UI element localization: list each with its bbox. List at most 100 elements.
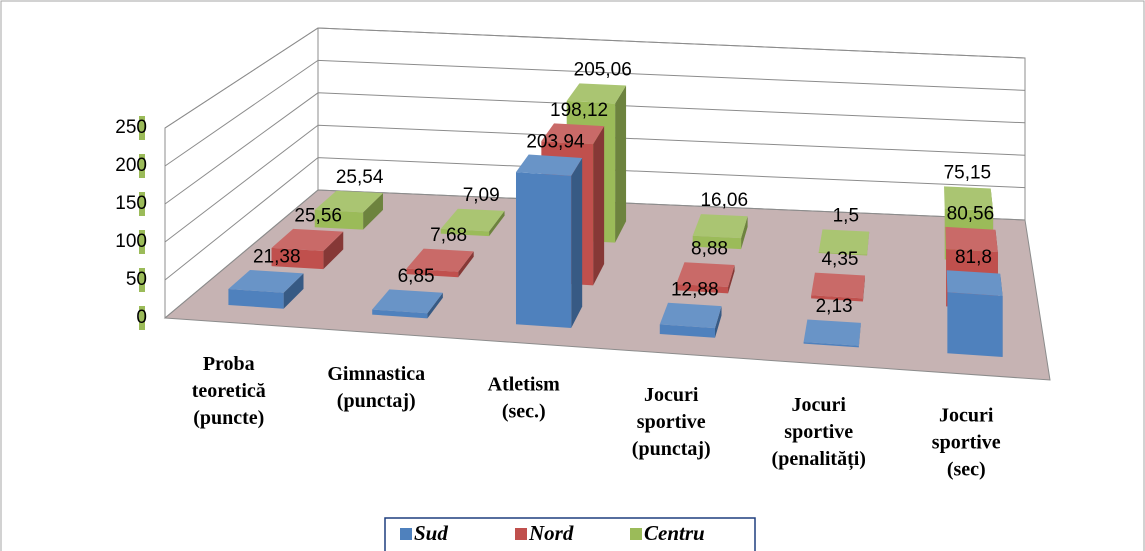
bar-front: [811, 295, 863, 302]
y-tick-decor: [139, 268, 145, 292]
data-label: 7,09: [463, 185, 500, 206]
data-label: 7,68: [430, 225, 467, 246]
data-label: 1,5: [833, 206, 859, 227]
y-tick-label: 250: [115, 117, 147, 138]
data-label: 12,88: [671, 279, 719, 300]
bar-front: [818, 252, 868, 256]
data-label: 25,54: [336, 167, 384, 188]
bar-side: [862, 275, 866, 302]
bar: [811, 272, 866, 302]
bar: [314, 190, 383, 230]
bar: [692, 214, 748, 250]
data-label: 25,56: [294, 205, 342, 226]
bar-side: [728, 265, 735, 294]
legend-label: Sud: [414, 521, 448, 545]
y-tick-decor: [139, 230, 145, 254]
y-tick-decor: [139, 306, 145, 330]
legend-swatch: [515, 528, 527, 540]
data-label: 4,35: [821, 249, 858, 270]
bar: [515, 154, 583, 329]
bar-top: [676, 262, 735, 288]
bar: [271, 228, 344, 270]
y-tick-decor: [139, 192, 145, 216]
grid-line: [164, 27, 1026, 129]
y-tick-label: 200: [115, 155, 147, 176]
bar-front: [228, 289, 284, 309]
bar-top: [659, 302, 722, 329]
y-tick-label: 50: [126, 269, 147, 290]
bar-side: [867, 231, 870, 256]
bar: [803, 319, 861, 348]
y-tick-decor: [139, 116, 145, 140]
x-tick-label: (sec): [947, 458, 986, 480]
bar-top: [566, 83, 627, 104]
data-label: 21,38: [253, 247, 301, 268]
x-tick-label: Atletism: [488, 373, 561, 395]
bar: [406, 248, 474, 278]
bar-front: [515, 172, 572, 329]
data-label: 80,56: [947, 203, 995, 224]
bar-side: [489, 210, 505, 237]
bar-top: [314, 190, 383, 213]
bar-front: [659, 324, 716, 338]
x-tick-label: Jocuri: [644, 384, 699, 406]
grid-line: [164, 124, 1026, 243]
bar-front: [676, 283, 729, 294]
legend-label: Nord: [528, 521, 574, 545]
data-label: 203,94: [526, 131, 585, 152]
bar: [659, 302, 722, 338]
x-tick-label: (sec.): [502, 400, 546, 422]
bar-side: [571, 157, 583, 329]
data-label: 198,12: [550, 100, 608, 121]
legend-swatch: [630, 528, 642, 540]
bar-top: [440, 208, 505, 232]
x-tick-label: sportive: [637, 411, 706, 433]
bar-side: [458, 251, 474, 278]
bar-top: [271, 228, 344, 251]
y-tick-label: 100: [115, 231, 147, 252]
grid-line: [164, 157, 1026, 281]
bar-top: [406, 248, 474, 272]
grid-line: [164, 59, 1026, 167]
x-tick-label: sportive: [784, 421, 853, 443]
x-tick-label: Jocuri: [939, 404, 994, 426]
bar: [946, 270, 1003, 358]
bar-top: [946, 270, 1003, 296]
bar: [818, 229, 870, 256]
bar: [372, 289, 443, 319]
bar-side: [715, 306, 722, 338]
grid-line: [164, 189, 1026, 319]
data-label: 75,15: [944, 162, 992, 183]
bar-side: [615, 85, 627, 243]
bar-side: [323, 231, 344, 270]
y-tick-decor: [139, 154, 145, 178]
legend-swatch: [400, 528, 412, 540]
legend-label: Centru: [644, 521, 705, 545]
x-tick-label: (punctaj): [337, 390, 416, 412]
x-tick-label: (puncte): [193, 407, 264, 429]
grid-line: [164, 92, 1026, 205]
data-label: 81,8: [955, 247, 992, 268]
data-label: 8,88: [691, 239, 728, 260]
x-tick-label: teoretică: [192, 380, 266, 402]
data-label: 2,13: [816, 296, 853, 317]
bar-top: [945, 226, 998, 253]
bar-front: [440, 228, 490, 237]
legend-box: [384, 517, 756, 551]
y-tick-label: 0: [136, 307, 147, 328]
bar-top: [692, 214, 748, 239]
x-tick-label: Jocuri: [792, 394, 847, 416]
bar-front: [803, 342, 859, 348]
x-tick-label: (penalități): [772, 448, 866, 471]
x-tick-label: Proba: [203, 353, 255, 375]
bar-side: [593, 126, 605, 286]
bar: [440, 208, 505, 237]
bar-front: [947, 292, 1003, 358]
bar-top: [515, 154, 583, 176]
bar-top: [803, 319, 861, 346]
bar-top: [372, 289, 443, 314]
data-label: 6,85: [398, 266, 435, 287]
bar-side: [858, 322, 861, 348]
bar-top: [811, 272, 866, 299]
